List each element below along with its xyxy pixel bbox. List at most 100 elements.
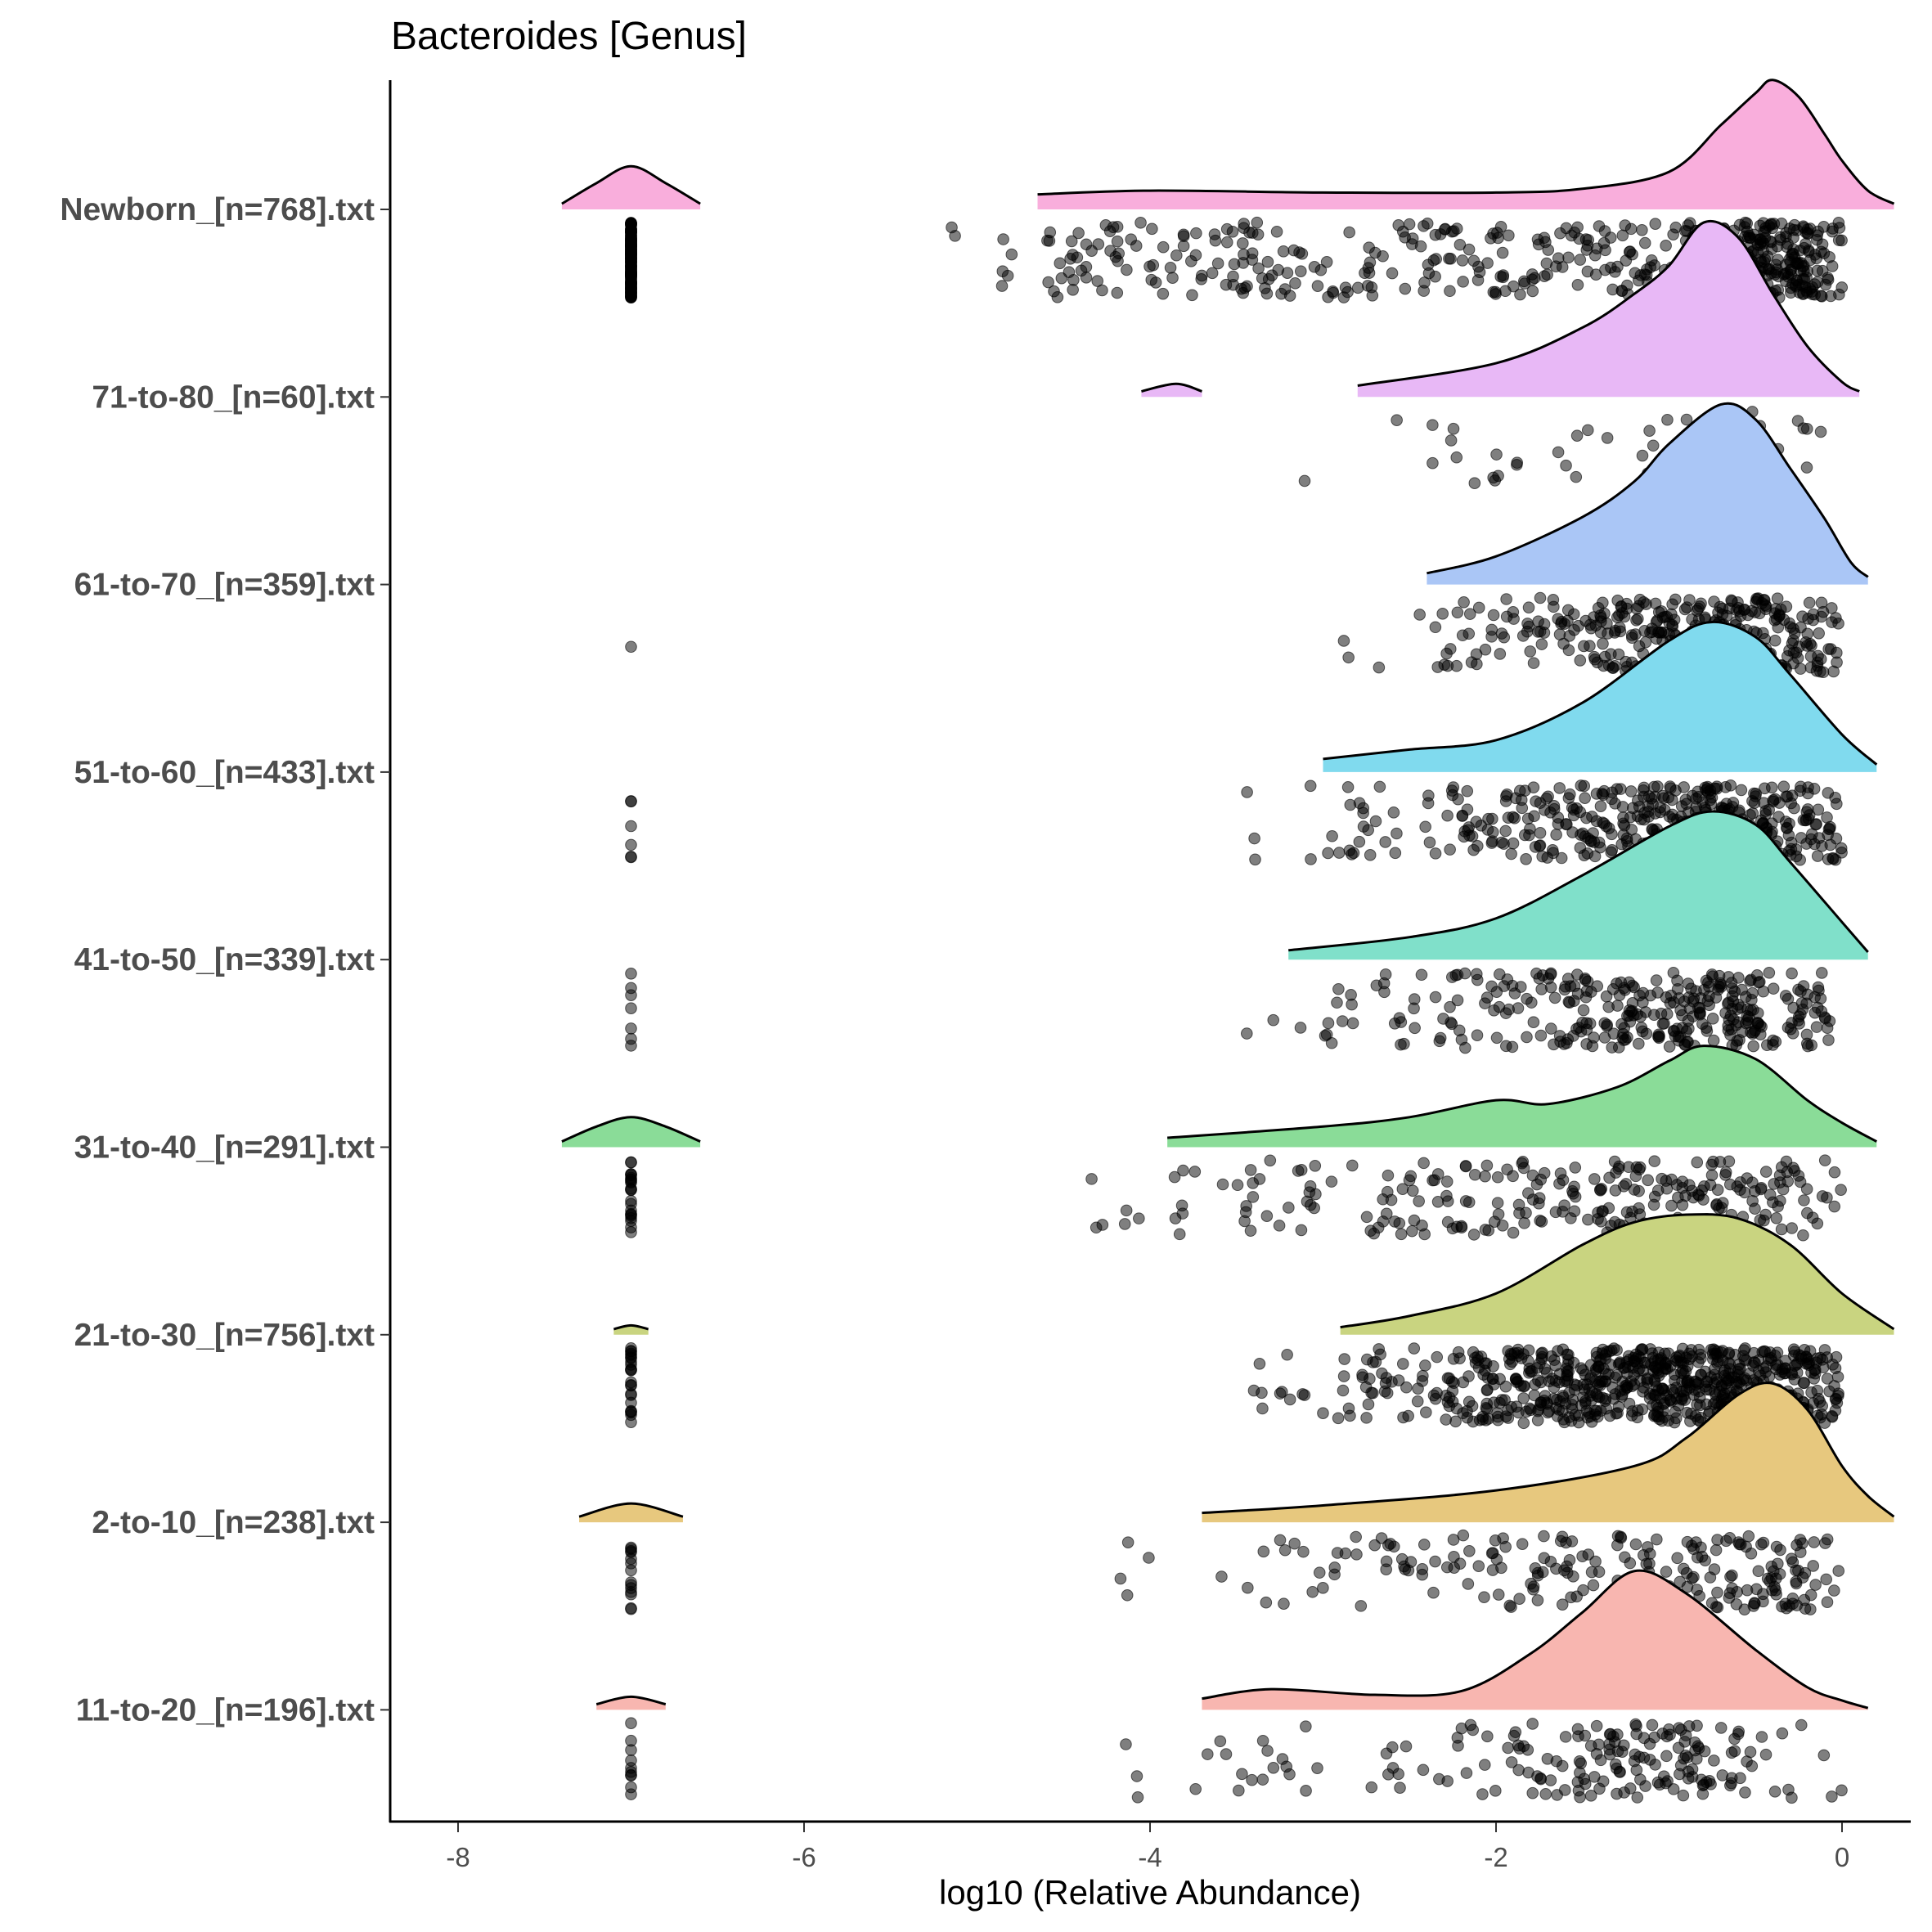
data-point	[1574, 654, 1587, 667]
data-point	[1747, 1040, 1759, 1053]
data-point	[1121, 1536, 1134, 1548]
data-point	[1707, 1034, 1720, 1047]
data-point	[1433, 1772, 1445, 1786]
data-point	[1822, 1034, 1835, 1046]
data-point	[1514, 288, 1526, 301]
data-point	[1788, 802, 1800, 815]
data-point	[625, 820, 637, 833]
data-point	[1781, 1022, 1795, 1034]
data-point	[1646, 1719, 1659, 1732]
data-point	[1393, 1217, 1406, 1229]
data-point	[1392, 1768, 1404, 1781]
data-point	[1478, 1591, 1490, 1603]
data-point	[1538, 1552, 1551, 1565]
data-point	[1801, 803, 1814, 815]
data-point	[1787, 634, 1799, 647]
data-point	[625, 1552, 637, 1566]
data-point	[1298, 474, 1311, 487]
data-point	[1804, 637, 1817, 650]
data-point	[1587, 1579, 1600, 1592]
data-point	[1756, 1346, 1769, 1359]
data-point	[1342, 1402, 1355, 1415]
data-point	[1800, 997, 1813, 1010]
data-point	[1177, 240, 1190, 253]
data-point	[1328, 1568, 1341, 1581]
data-point	[1812, 803, 1825, 816]
data-point	[1697, 1778, 1710, 1791]
data-point	[1792, 1014, 1804, 1027]
data-point	[1419, 1359, 1431, 1372]
data-point	[1120, 1204, 1133, 1217]
data-point	[1320, 255, 1333, 268]
data-point	[1500, 610, 1513, 623]
data-point	[1480, 1397, 1494, 1410]
data-point	[1594, 609, 1606, 622]
data-point	[1629, 1170, 1642, 1183]
data-point	[1463, 608, 1476, 620]
data-point	[1427, 419, 1439, 431]
data-point	[1283, 1393, 1296, 1406]
data-point	[1799, 1602, 1812, 1615]
data-point	[1387, 1540, 1400, 1553]
data-point	[1524, 822, 1536, 835]
data-point	[1755, 1538, 1768, 1551]
data-point	[1475, 820, 1487, 832]
data-point	[1619, 1551, 1631, 1564]
data-point	[1680, 413, 1693, 426]
data-point	[1507, 1170, 1519, 1183]
data-point	[1364, 849, 1377, 861]
data-point	[1431, 661, 1445, 673]
data-point	[1490, 1031, 1503, 1045]
data-point	[1531, 233, 1544, 246]
data-point	[1665, 608, 1678, 621]
data-point	[1704, 1571, 1717, 1584]
data-point	[1278, 1597, 1290, 1611]
data-point	[1811, 264, 1824, 277]
data-point	[1581, 424, 1594, 437]
data-point	[1238, 222, 1250, 235]
data-point	[1631, 1791, 1644, 1804]
data-point	[1516, 802, 1529, 815]
data-point	[1832, 216, 1845, 229]
data-point	[1745, 973, 1757, 986]
data-point	[1796, 610, 1808, 623]
data-point	[1633, 1350, 1645, 1363]
data-point	[1422, 267, 1436, 280]
data-point	[1170, 249, 1183, 262]
data-point	[625, 1404, 637, 1418]
data-point	[625, 1355, 637, 1368]
data-point	[1523, 1367, 1535, 1379]
data-point	[1362, 1398, 1375, 1411]
data-point	[1364, 1373, 1376, 1386]
data-point	[1526, 1193, 1539, 1206]
data-point	[1566, 1394, 1579, 1406]
data-point	[1493, 968, 1506, 981]
data-point	[1568, 995, 1580, 1007]
data-point	[1211, 257, 1224, 270]
data-point	[1683, 1179, 1696, 1192]
x-tick-label: -2	[1484, 1842, 1507, 1872]
data-point	[1828, 1200, 1841, 1213]
data-point	[1678, 1562, 1690, 1575]
data-point	[1043, 235, 1056, 247]
data-point	[1575, 1025, 1588, 1038]
data-point	[1177, 230, 1190, 243]
data-point	[1660, 1730, 1674, 1743]
data-point	[1669, 593, 1682, 606]
data-point	[1608, 1155, 1621, 1168]
data-point	[1346, 1017, 1359, 1030]
data-point	[1588, 653, 1602, 666]
data-point	[1231, 1179, 1244, 1192]
data-point	[1579, 1368, 1592, 1381]
data-point	[1544, 806, 1557, 819]
data-point	[1429, 991, 1442, 1004]
data-point	[1814, 653, 1827, 666]
data-point	[1773, 1169, 1786, 1182]
data-point	[1611, 260, 1624, 273]
data-point	[1080, 238, 1093, 251]
data-point	[1226, 226, 1239, 238]
data-point	[1427, 1586, 1440, 1599]
data-point	[1655, 1354, 1667, 1366]
data-point	[1281, 1348, 1293, 1361]
data-point	[625, 251, 637, 264]
